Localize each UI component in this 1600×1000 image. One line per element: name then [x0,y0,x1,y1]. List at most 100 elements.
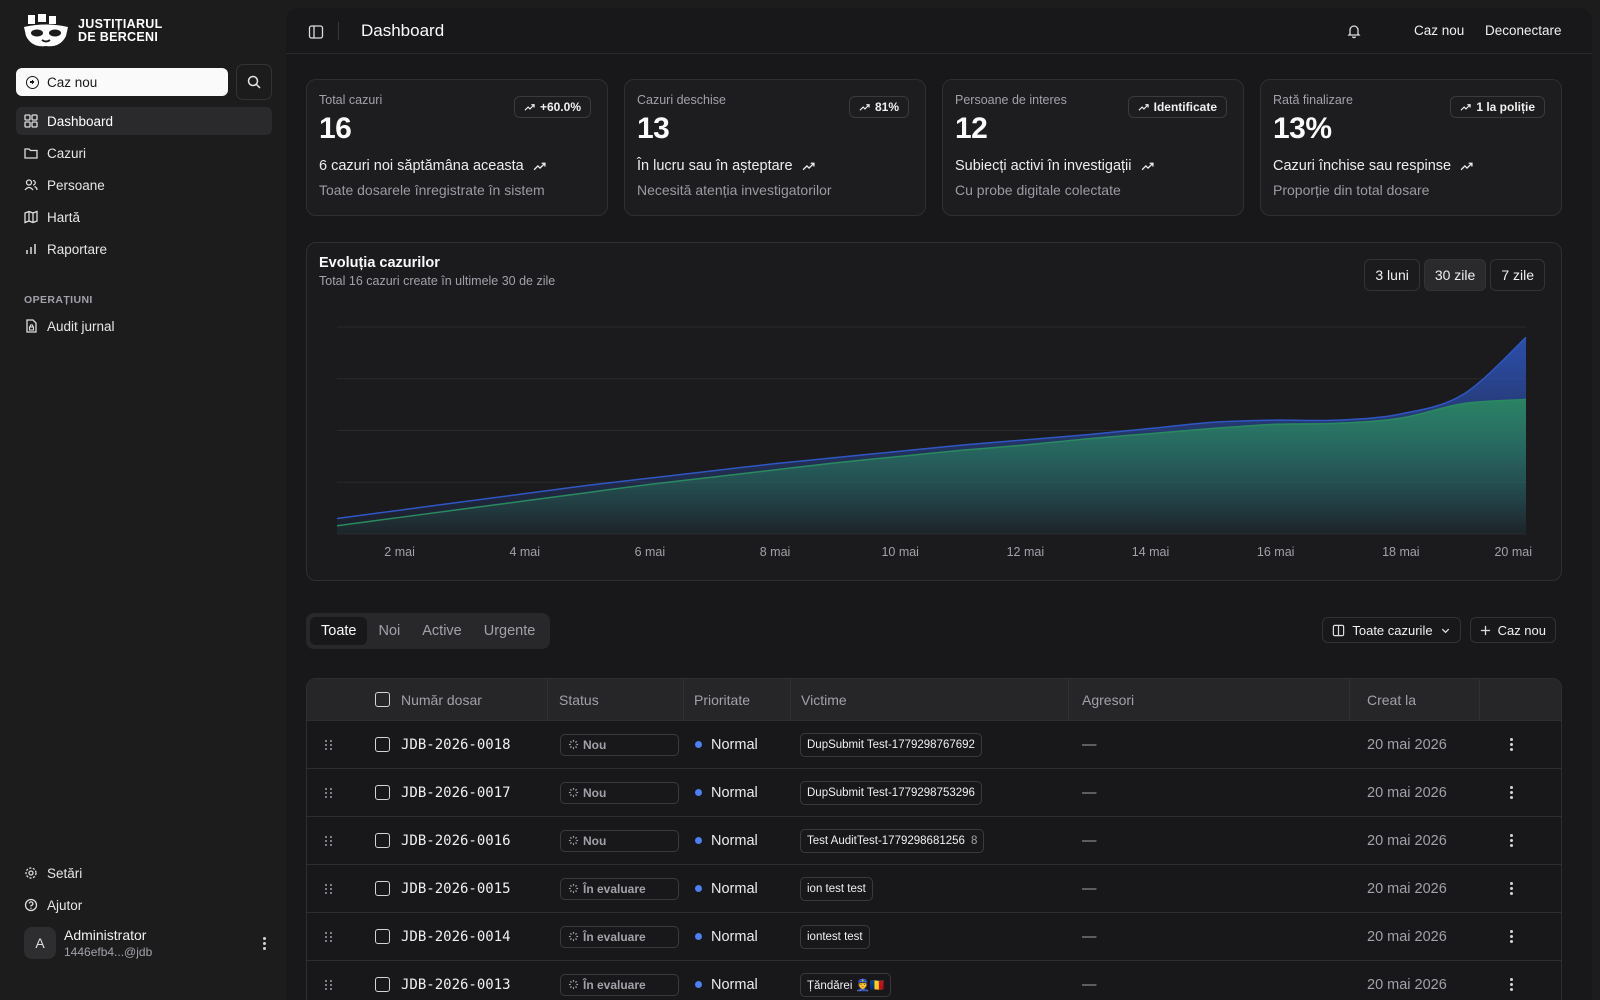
drag-handle-icon[interactable] [325,883,333,894]
row-checkbox[interactable] [375,881,390,896]
sidebar-item-ajutor[interactable]: Ajutor [16,891,272,919]
drag-handle-icon[interactable] [325,931,333,942]
row-actions-button[interactable] [1503,978,1519,991]
sidebar-item-cazuri[interactable]: Cazuri [16,139,272,167]
case-number[interactable]: JDB-2026-0017 [401,784,511,801]
select-all-checkbox[interactable] [375,692,390,707]
victim-tag[interactable]: Test AuditTest-1779298681256 8 [800,828,985,853]
user-menu[interactable]: A Administrator 1446efb4...@jdb [24,923,272,963]
row-actions-button[interactable] [1503,930,1519,943]
priority-dot [695,741,702,748]
status-badge: În evaluare [560,925,679,948]
row-actions-button[interactable] [1503,738,1519,751]
row-checkbox[interactable] [375,929,390,944]
x-tick-label: 8 mai [760,545,791,559]
more-vertical-icon [1503,834,1519,847]
victim-tag[interactable]: ion test test [800,876,873,901]
victim-name: DupSubmit Test-1779298767692 [807,738,975,751]
stat-card-desc: Necesită atenția investigatorilor [637,182,832,198]
table-row[interactable]: JDB-2026-0016 Nou Normal Test AuditTest-177… [307,816,1561,864]
sidebar-item-dashboard[interactable]: Dashboard [16,107,272,135]
sidebar-item-label: Audit jurnal [47,318,115,334]
chart-subtitle: Total 16 cazuri create în ultimele 30 de… [319,274,556,288]
priority-cell: Normal [695,833,758,849]
sidebar-item-harta[interactable]: Hartă [16,203,272,231]
sidebar-nav: Dashboard Cazuri Persoane Hartă Raportar… [16,107,272,267]
sidebar-item-audit-jurnal[interactable]: Audit jurnal [16,312,272,340]
row-actions-button[interactable] [1503,786,1519,799]
header-priority[interactable]: Prioritate [694,691,751,708]
header-aggressors[interactable]: Agresori [1082,691,1135,708]
tab-active[interactable]: Active [422,623,462,639]
sidebar-new-case-button[interactable]: Caz nou [16,68,228,96]
victim-cell: Test AuditTest-1779298681256 8 [800,828,985,853]
victim-tag[interactable]: Țăndărei 👮🇷🇴 [800,972,892,997]
victim-tag[interactable]: iontest test [800,924,870,949]
bar-chart-icon [26,244,36,254]
drag-handle-icon[interactable] [325,787,333,798]
drag-handle-icon[interactable] [325,835,333,846]
row-actions-button[interactable] [1503,834,1519,847]
table-row[interactable]: JDB-2026-0013 În evaluare Normal Țăndărei 👮… [307,960,1561,1000]
columns-icon [1333,624,1345,636]
brand-logo[interactable]: JUSTIȚIARUL DE BERCENI [22,14,163,48]
sidebar-item-setari[interactable]: Setări [16,859,272,887]
header-victims[interactable]: Victime [801,691,847,708]
range-tab-3-months[interactable]: 3 luni [1364,259,1420,291]
sidebar-item-label: Cazuri [47,145,87,161]
tab-noi[interactable]: Noi [378,623,401,639]
row-checkbox[interactable] [375,977,390,992]
table-row[interactable]: JDB-2026-0015 În evaluare Normal ion test t… [307,864,1561,912]
stat-card-desc: Proporție din total dosare [1273,182,1430,198]
row-checkbox[interactable] [375,833,390,848]
stat-card-value: 16 [319,112,352,145]
created-date: 20 mai 2026 [1367,784,1447,801]
stat-card-open: Cazuri deschise 13 81% În lucru sau în a… [624,79,926,216]
header-case-number[interactable]: Număr dosar [401,691,482,708]
header-created[interactable]: Creat la [1367,691,1417,708]
case-number[interactable]: JDB-2026-0015 [401,880,511,897]
drag-handle-icon[interactable] [325,739,333,750]
map-icon [24,210,38,224]
sidebar-item-raportare[interactable]: Raportare [16,235,272,263]
sidebar-toggle-icon[interactable] [308,24,324,40]
table-new-case-button[interactable]: Caz nou [1469,617,1556,643]
case-number[interactable]: JDB-2026-0014 [401,928,511,945]
main-content: Dashboard Caz nou Deconectare Total cazu… [286,8,1592,1000]
search-button[interactable] [236,64,272,100]
status-text: În evaluare [583,929,646,944]
tab-urgente[interactable]: Urgente [483,623,536,639]
row-checkbox[interactable] [375,785,390,800]
drag-handle-icon[interactable] [325,979,333,990]
sidebar-bottom-nav: Setări Ajutor [16,859,272,923]
avatar: A [24,927,56,959]
table-row[interactable]: JDB-2026-0014 În evaluare Normal iontest te… [307,912,1561,960]
header-new-case-link[interactable]: Caz nou [1414,23,1465,38]
victim-name: DupSubmit Test-1779298753296 [807,786,975,799]
row-checkbox[interactable] [375,737,390,752]
sidebar-item-persoane[interactable]: Persoane [16,171,272,199]
stat-card-value: 12 [955,112,988,145]
more-vertical-icon [1503,786,1519,799]
range-tab-30-days[interactable]: 30 zile [1423,259,1487,291]
header-status[interactable]: Status [559,691,599,708]
more-vertical-icon[interactable] [256,936,272,950]
tab-toate[interactable]: Toate [310,617,368,645]
table-row[interactable]: JDB-2026-0017 Nou Normal DupSubmit Test-177… [307,768,1561,816]
range-tab-7-days[interactable]: 7 zile [1490,259,1545,291]
priority-text: Normal [711,928,758,945]
victim-name: Țăndărei 👮🇷🇴 [807,979,885,992]
x-tick-label: 12 mai [1007,545,1045,559]
victim-tag[interactable]: DupSubmit Test-1779298753296 [800,780,982,805]
row-actions-button[interactable] [1503,882,1519,895]
case-number[interactable]: JDB-2026-0016 [401,832,511,849]
case-number[interactable]: JDB-2026-0018 [401,736,511,753]
logout-link[interactable]: Deconectare [1485,23,1562,38]
table-row[interactable]: JDB-2026-0018 Nou Normal DupSubmit Test-177… [307,720,1561,768]
columns-dropdown-button[interactable]: Toate cazurile [1322,617,1461,643]
victim-tag[interactable]: DupSubmit Test-1779298767692 [800,732,982,757]
stat-card-badge: 1 la poliție [1450,96,1545,118]
bell-icon[interactable] [1346,23,1362,39]
case-number[interactable]: JDB-2026-0013 [401,976,511,993]
victim-name: ion test test [807,882,866,895]
